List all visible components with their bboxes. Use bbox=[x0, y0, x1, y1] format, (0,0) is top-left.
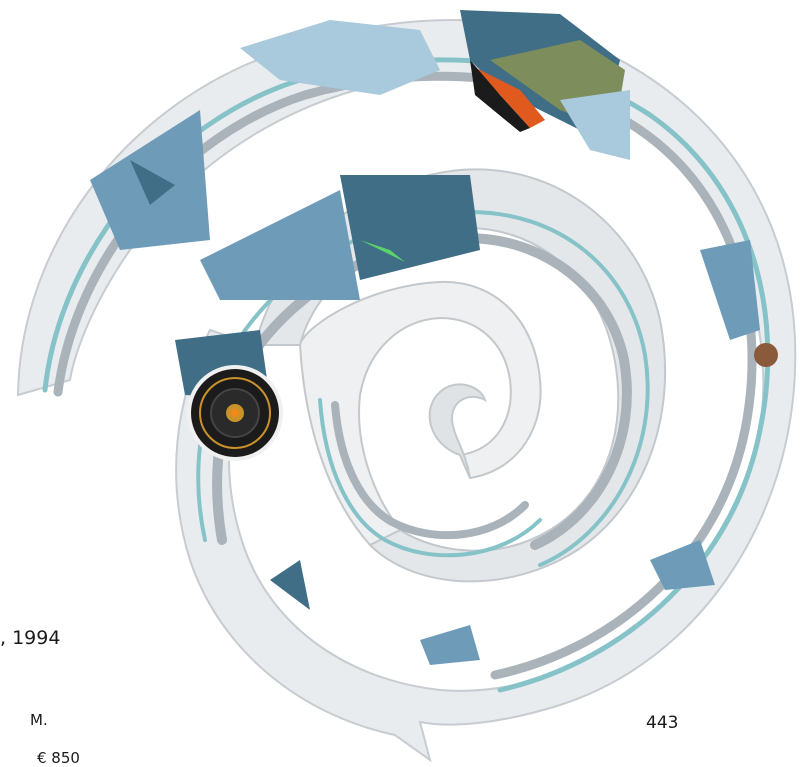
caption-year: , 1994 bbox=[0, 627, 61, 649]
spiral-body bbox=[16, 19, 797, 763]
caption-price: € 850 bbox=[37, 749, 80, 767]
spiral-middle-band bbox=[253, 168, 667, 583]
caption-m: M. bbox=[30, 711, 48, 729]
knob bbox=[187, 365, 283, 461]
spiral-center-hook bbox=[428, 383, 487, 479]
painted-panels bbox=[90, 10, 760, 665]
spiral-outer-band bbox=[16, 19, 797, 763]
copper-dot bbox=[754, 343, 778, 367]
page-number: 443 bbox=[646, 713, 679, 733]
